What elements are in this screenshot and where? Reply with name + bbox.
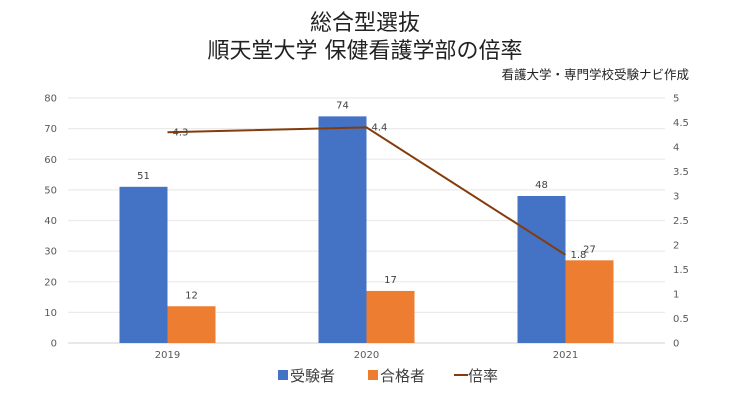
bar-data-label: 17 [384,275,397,286]
legend-label: 合格者 [380,367,425,385]
line-data-label: 1.8 [571,250,587,261]
bar-受験者-2021 [517,196,566,343]
legend-swatch [368,370,378,380]
bar-受験者-2020 [318,116,367,343]
bar-合格者-2021 [565,260,614,343]
right-tick-label: 4 [673,143,679,154]
legend-label: 受験者 [290,367,335,385]
line-data-label: 4.4 [372,122,388,133]
ratio-line: 4.3 4.4 1.8 [167,122,587,261]
left-tick-label: 0 [51,339,57,350]
x-tick-label: 2021 [553,350,578,361]
right-tick-label: 3.5 [673,167,689,178]
chart-subtitle: 看護大学・専門学校受験ナビ作成 [501,67,689,82]
left-tick-label: 30 [44,247,57,258]
legend: 受験者 合格者 倍率 [278,367,498,385]
left-tick-label: 50 [44,185,57,196]
x-tick-label: 2020 [354,350,379,361]
left-tick-label: 70 [44,124,57,135]
right-tick-label: 0.5 [673,314,689,325]
line-data-label: 4.3 [173,127,189,138]
right-tick-label: 2 [673,241,679,252]
left-tick-label: 10 [44,308,57,319]
legend-swatch [278,370,288,380]
bar-data-label: 48 [535,180,548,191]
left-tick-label: 60 [44,155,57,166]
bar-受験者-2019 [119,186,168,343]
left-axis: 0 10 20 30 40 50 60 70 80 [44,94,57,350]
right-tick-label: 2.5 [673,216,689,227]
right-tick-label: 0 [673,339,679,350]
x-tick-label: 2019 [155,350,180,361]
bars: 51 74 48 12 17 27 [119,100,614,343]
bar-data-label: 74 [336,100,349,111]
bar-data-label: 51 [137,171,150,182]
right-tick-label: 1.5 [673,265,689,276]
right-tick-label: 4.5 [673,118,689,129]
bar-合格者-2019 [167,306,216,343]
bar-data-label: 12 [185,290,198,301]
legend-label: 倍率 [468,367,498,385]
right-tick-label: 5 [673,94,679,105]
line-倍率 [167,126,567,256]
chart-title-line-1: 総合型選抜 [310,11,420,36]
left-tick-label: 40 [44,216,57,227]
chart-title-line-2: 順天堂大学 保健看護学部の倍率 [208,39,523,64]
x-axis: 2019 2020 2021 [155,350,578,361]
bar-data-label: 27 [583,244,596,255]
left-tick-label: 80 [44,94,57,105]
right-axis: 0 0.5 1 1.5 2 2.5 3 3.5 4 4.5 5 [673,94,689,350]
left-tick-label: 20 [44,277,57,288]
bar-合格者-2020 [366,290,415,343]
right-tick-label: 3 [673,192,679,203]
right-tick-label: 1 [673,290,679,301]
